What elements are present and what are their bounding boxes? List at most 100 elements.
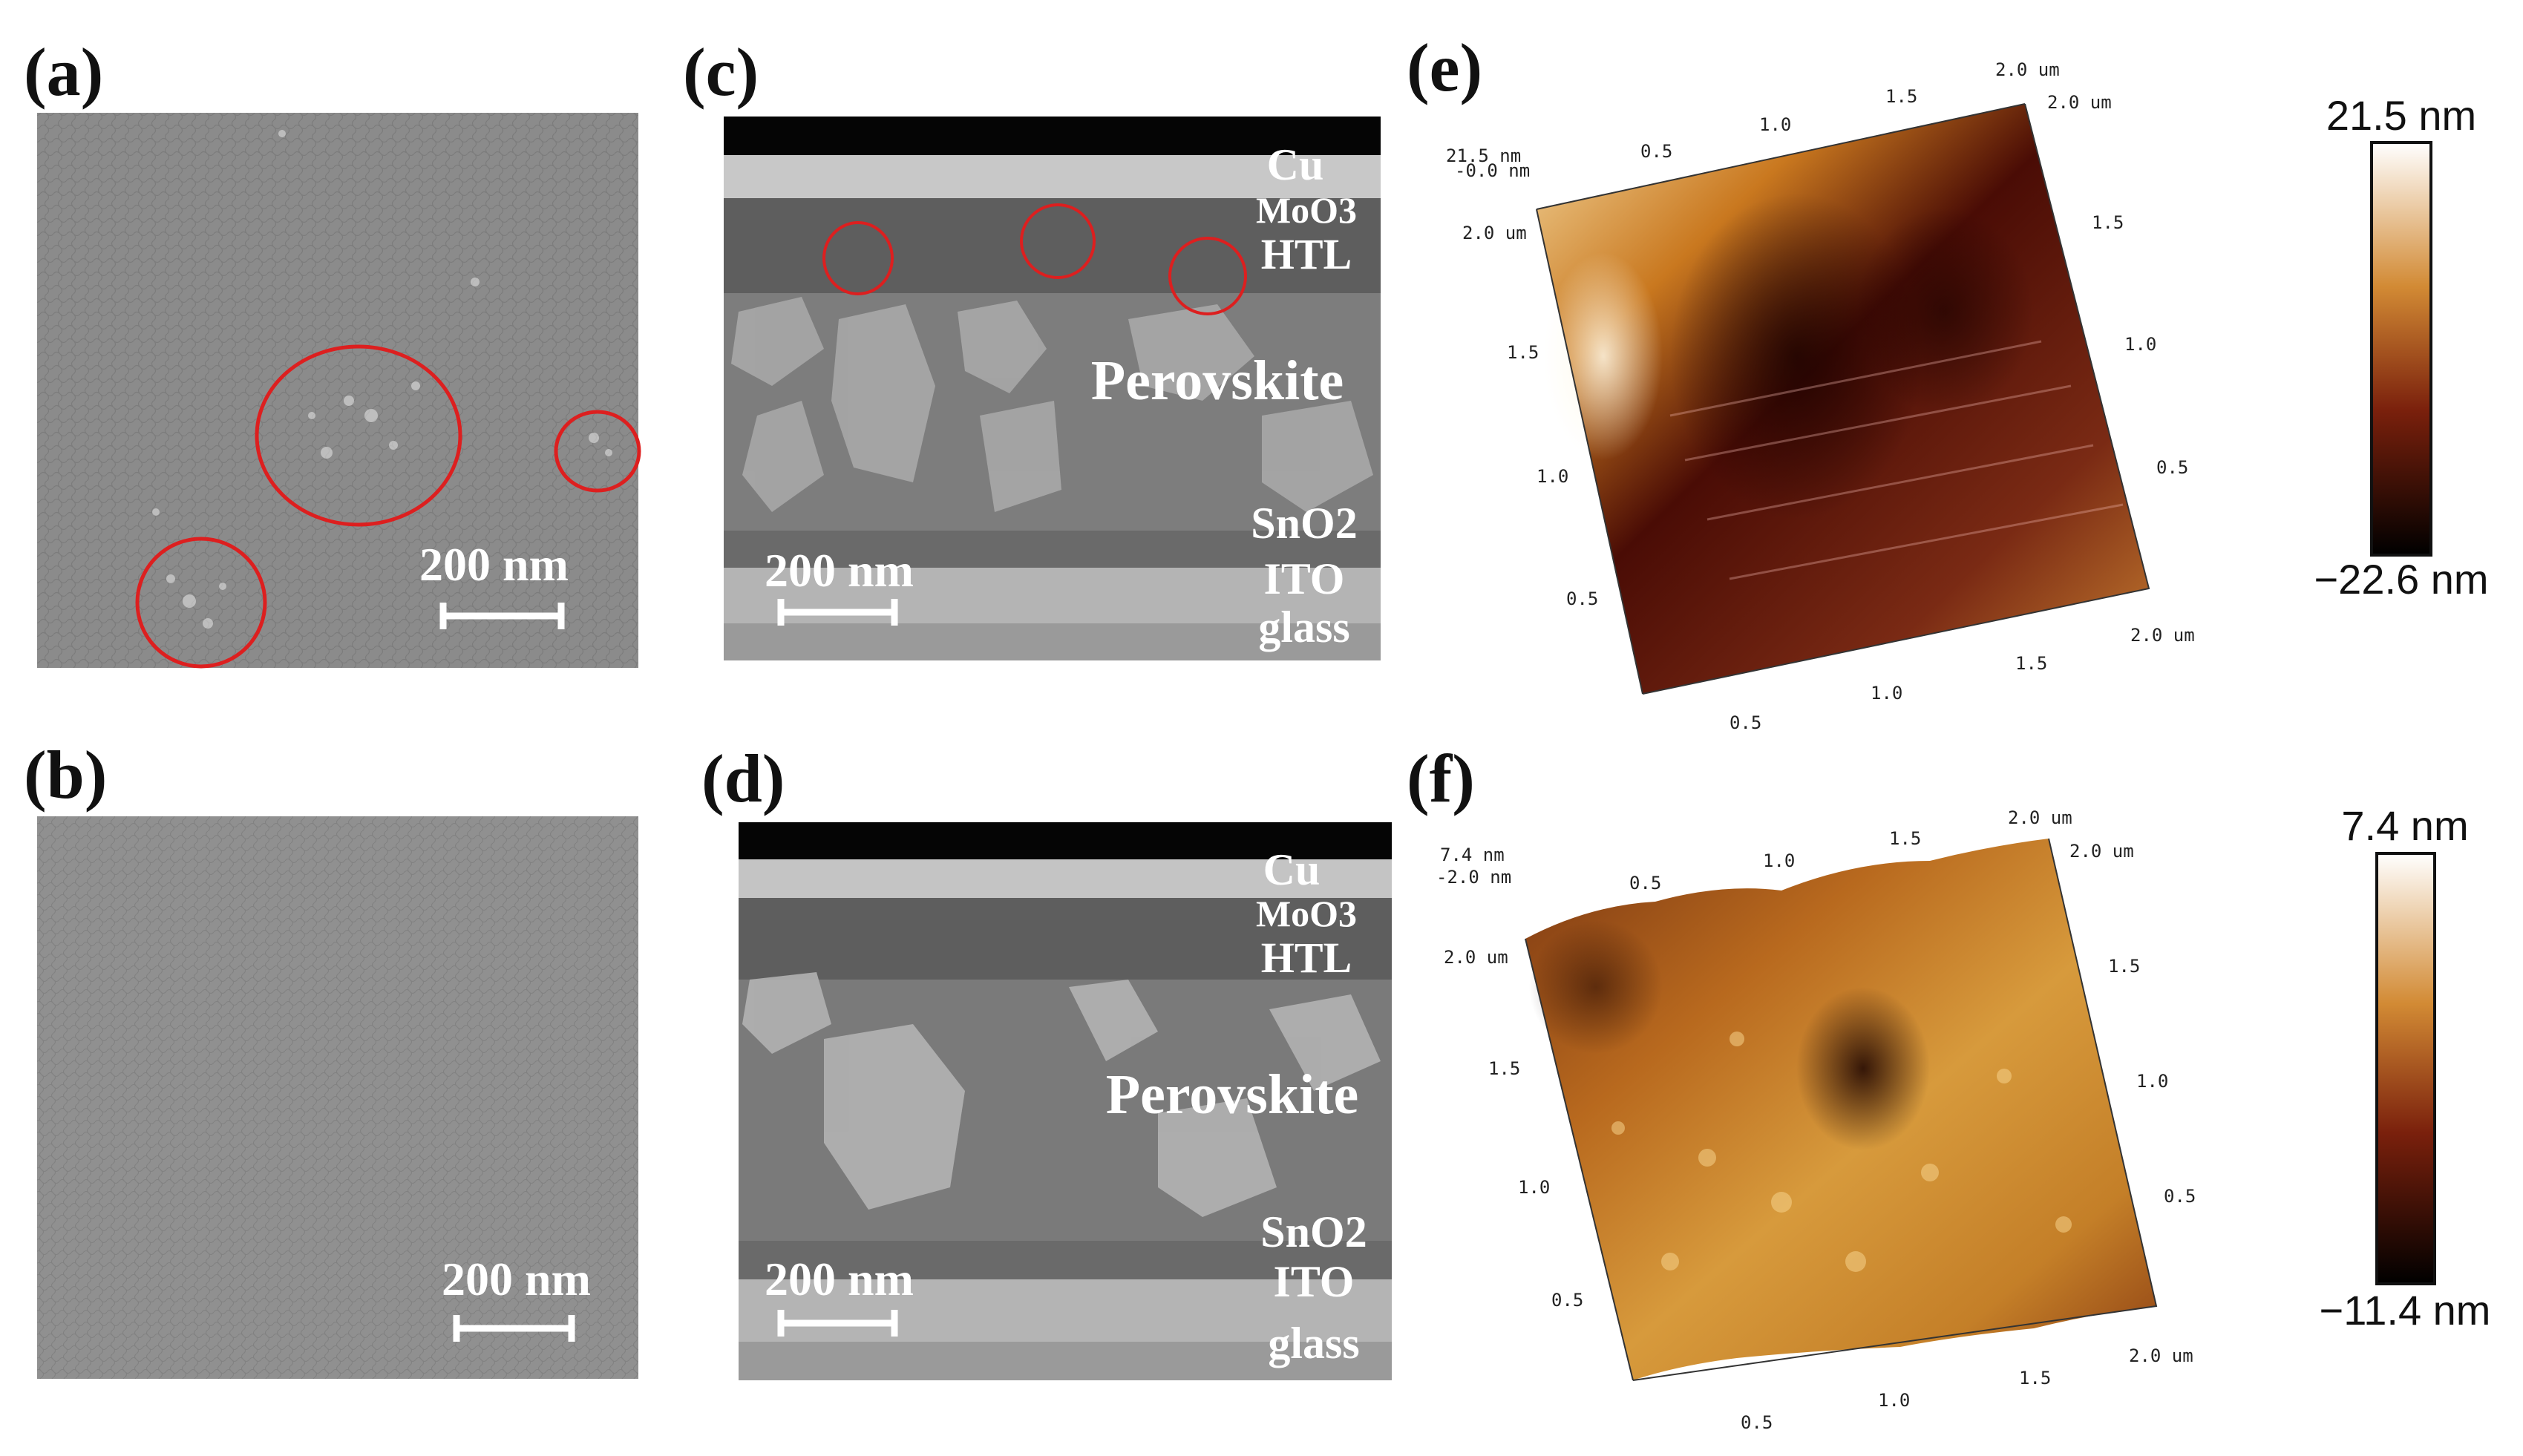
left-y-tick: 0.5 [1566, 588, 1598, 609]
z-top-label: 7.4 nm [1440, 845, 1505, 865]
layer-label-glass: glass [1258, 603, 1349, 652]
y-tick: 0.5 [2156, 457, 2188, 478]
top-x-tick: 2.0 um [1995, 59, 2060, 80]
layer-label-perovskite: Perovskite [1091, 350, 1344, 412]
panel-b-label: (b) [24, 737, 107, 813]
scale-bar-label: 200 nm [419, 538, 569, 591]
colorbar-min-label: −22.6 nm [2314, 556, 2488, 603]
highlight-circle [554, 410, 641, 493]
y-tick: 1.0 [2124, 334, 2156, 355]
top-x-tick: 1.0 [1763, 850, 1795, 871]
scale-bar [453, 1315, 575, 1342]
highlight-circle [135, 537, 267, 669]
x-tick: 2.0 um [2130, 625, 2195, 646]
colorbar-max-label: 21.5 nm [2326, 92, 2476, 139]
colorbar-e [2370, 141, 2432, 557]
sem-image-a [37, 113, 638, 668]
scale-bar-label: 200 nm [765, 1253, 914, 1305]
left-y-tick: 1.0 [1518, 1177, 1550, 1198]
top-x-tick: 2.0 um [2008, 807, 2072, 828]
ito-layer [739, 1279, 1392, 1342]
top-x-tick: 1.5 [1889, 828, 1921, 849]
x-tick: 1.0 [1871, 683, 1902, 704]
left-y-tick: 2.0 um [1462, 223, 1527, 243]
layer-label-cu: Cu [1263, 845, 1321, 894]
z-bottom-label: -2.0 nm [1436, 867, 1511, 888]
htl-layer [739, 898, 1392, 980]
scale-bar-label: 200 nm [765, 544, 914, 597]
x-tick: 2.0 um [2129, 1345, 2193, 1366]
panel-e: (e) 21.5 nm -0.0 nm 0.5 1.0 1.5 2.0 um 0… [1407, 30, 2489, 733]
y-tick: 2.0 um [2069, 841, 2134, 862]
highlight-circle [1168, 237, 1247, 315]
sno2-layer [739, 1241, 1392, 1279]
layer-label-sno2: SnO2 [1251, 499, 1357, 548]
y-tick: 1.5 [2092, 212, 2124, 233]
colorbar-f [2375, 852, 2436, 1285]
left-y-tick: 2.0 um [1444, 947, 1508, 968]
y-tick: 0.5 [2164, 1186, 2196, 1207]
afm-axes-f [1632, 838, 2158, 1381]
panel-f: (f) 7.4 nm -2.0 nm 0.5 1.0 1.5 2.0 um 0.… [1407, 741, 2490, 1433]
top-x-tick: 0.5 [1629, 873, 1661, 893]
left-y-tick: 1.5 [1507, 342, 1539, 363]
top-x-tick: 1.5 [1885, 86, 1917, 107]
colorbar-min-label: −11.4 nm [2320, 1287, 2491, 1334]
panel-f-label: (f) [1407, 741, 1475, 816]
layer-label-htl: HTL [1261, 230, 1352, 278]
y-tick: 1.5 [2108, 956, 2140, 977]
y-tick: 1.0 [2136, 1071, 2168, 1092]
sno2-layer [724, 531, 1381, 568]
layer-label-moo3: MoO3 [1256, 189, 1357, 231]
scale-bar [439, 603, 565, 629]
top-x-tick: 1.0 [1759, 114, 1791, 135]
perovskite-grains [731, 297, 1373, 512]
left-y-tick: 1.0 [1537, 466, 1568, 487]
panel-a-label: (a) [24, 34, 103, 110]
z-top-label: 21.5 nm [1446, 145, 1521, 166]
x-tick: 1.0 [1878, 1390, 1910, 1411]
cu-bright-layer [724, 155, 1381, 198]
perovskite-grains [742, 972, 1381, 1217]
layer-label-ito: ITO [1264, 554, 1345, 603]
layer-label-cu: Cu [1267, 140, 1324, 189]
x-tick: 1.5 [2015, 653, 2047, 674]
x-tick: 0.5 [1730, 712, 1761, 733]
y-tick: 2.0 um [2047, 92, 2112, 113]
colorbar-max-label: 7.4 nm [2341, 802, 2468, 849]
panel-c-label: (c) [683, 34, 759, 110]
cu-layer [739, 822, 1392, 859]
left-y-tick: 0.5 [1551, 1290, 1583, 1311]
left-y-tick: 1.5 [1488, 1058, 1520, 1079]
highlight-circle [822, 221, 894, 295]
cu-layer [724, 117, 1381, 155]
scale-bar-label: 200 nm [442, 1253, 591, 1305]
layer-label-sno2: SnO2 [1260, 1207, 1367, 1256]
panel-e-label: (e) [1407, 30, 1482, 105]
highlight-circle [1020, 203, 1096, 279]
particles-a [152, 130, 612, 629]
layer-label-glass: glass [1268, 1319, 1359, 1368]
scale-bar [777, 1310, 898, 1337]
sem-image-b [37, 816, 638, 1379]
cu-bright-layer [739, 859, 1392, 898]
z-bottom-label: -0.0 nm [1455, 160, 1530, 181]
layer-label-htl: HTL [1261, 934, 1352, 982]
panel-c: (c) Cu MoO3 HTL Perovskite SnO2 ITO glas… [683, 34, 1381, 660]
panel-b: (b) 200 nm [24, 737, 638, 1379]
afm-axes-e [1642, 103, 2150, 695]
x-tick: 1.5 [2019, 1368, 2051, 1388]
glass-layer [739, 1342, 1392, 1380]
panel-a: (a) 200 nm [24, 34, 641, 669]
scale-bar [777, 599, 898, 626]
layer-label-ito: ITO [1274, 1257, 1355, 1306]
panel-d-label: (d) [701, 741, 785, 816]
x-tick: 0.5 [1741, 1412, 1773, 1433]
panel-d: (d) Cu MoO3 HTL Perovskite SnO2 ITO glas… [701, 741, 1392, 1380]
layer-label-perovskite: Perovskite [1106, 1063, 1359, 1126]
layer-label-moo3: MoO3 [1256, 893, 1357, 934]
top-x-tick: 0.5 [1640, 141, 1672, 162]
highlight-circle [255, 344, 462, 527]
glass-layer [724, 623, 1381, 660]
